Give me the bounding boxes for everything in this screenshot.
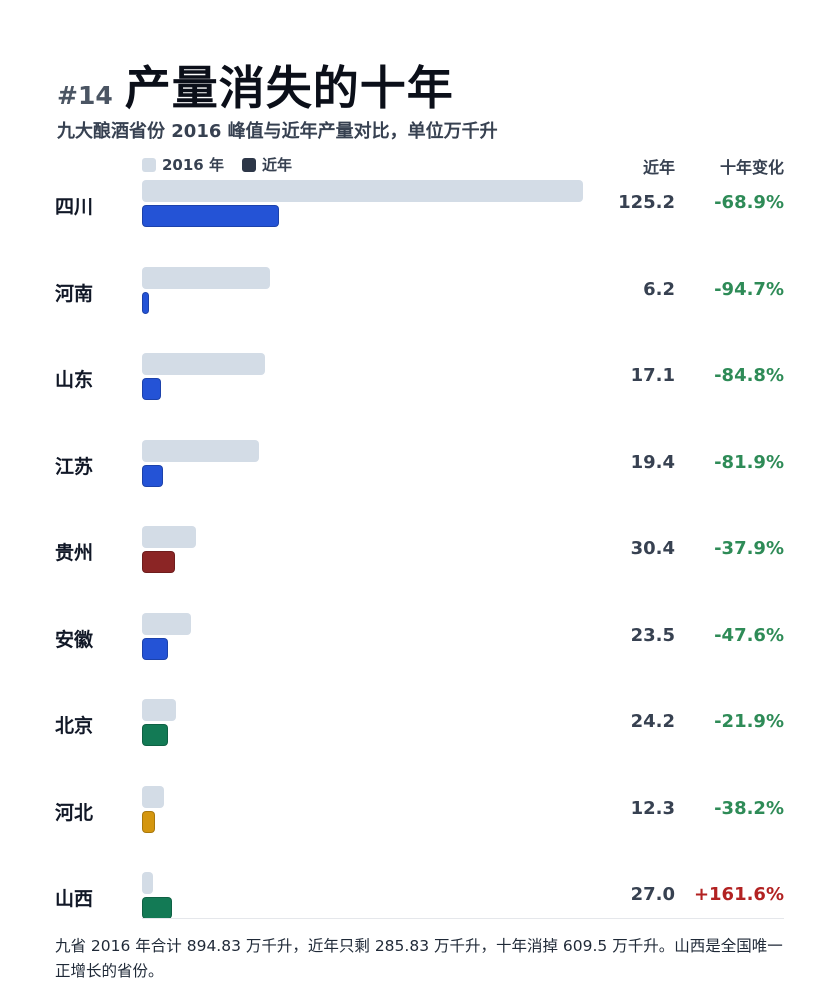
legend-label-recent: 近年: [261, 156, 292, 174]
recent-value: 6.2: [643, 278, 675, 300]
legend: 2016 年 近年: [142, 154, 310, 175]
recent-value: 30.4: [630, 538, 675, 559]
bar-2016: [142, 785, 164, 808]
change-value: +161.6%: [693, 884, 784, 905]
province-label: 四川: [55, 196, 94, 218]
change-value: -81.9%: [714, 451, 784, 473]
recent-value: 125.2: [618, 192, 675, 213]
chart-row: 北京 24.2 -21.9%: [0, 697, 840, 784]
recent-value: 12.3: [630, 797, 675, 819]
legend-swatch-2016: [142, 157, 156, 172]
column-header-recent: 近年: [642, 158, 675, 177]
column-header-change: 十年变化: [719, 158, 784, 177]
recent-value: 27.0: [630, 884, 675, 905]
bar-2016: [142, 266, 271, 289]
bar-2016: [142, 699, 176, 721]
recent-value: 24.2: [630, 711, 675, 732]
chart-title: 产量消失的十年: [124, 61, 454, 115]
recent-value: 17.1: [630, 365, 675, 386]
province-label: 安徽: [55, 628, 94, 651]
province-label: 江苏: [55, 455, 94, 478]
change-value: -94.7%: [714, 278, 784, 300]
bar-2016: [142, 180, 583, 202]
legend-item-2016: 2016 年: [142, 154, 224, 175]
legend-swatch-recent: [241, 157, 256, 172]
province-label: 河南: [55, 282, 94, 305]
chart-header: #14 产量消失的十年: [57, 52, 454, 118]
chart-baseline: [142, 918, 784, 919]
bar-recent: [142, 551, 176, 573]
bar-recent: [142, 291, 149, 314]
chart-row: 山西 27.0 +161.6%: [0, 870, 840, 957]
bar-2016: [142, 353, 266, 375]
change-value: -21.9%: [714, 711, 784, 732]
chart-subtitle: 九大酿酒省份 2016 峰值与近年产量对比，单位万千升: [57, 121, 498, 142]
chart-row: 贵州 30.4 -37.9%: [0, 524, 840, 611]
chart-row: 安徽 23.5 -47.6%: [0, 611, 840, 698]
legend-item-recent: 近年: [241, 154, 292, 175]
change-value: -47.6%: [714, 624, 784, 646]
chart-row: 河北 12.3 -38.2%: [0, 784, 840, 871]
bar-2016: [142, 612, 192, 635]
bar-recent: [142, 205, 280, 227]
chart-row: 河南 6.2 -94.7%: [0, 265, 840, 352]
bar-recent: [142, 897, 172, 919]
change-value: -68.9%: [714, 192, 784, 213]
chart-number: #14: [57, 81, 113, 110]
province-label: 河北: [55, 801, 94, 824]
legend-label-2016: 2016 年: [162, 156, 224, 174]
province-label: 贵州: [55, 542, 94, 564]
bar-recent: [142, 810, 156, 833]
recent-value: 19.4: [630, 451, 675, 473]
bar-2016: [142, 526, 196, 548]
chart-row: 江苏 19.4 -81.9%: [0, 438, 840, 525]
change-value: -37.9%: [714, 538, 784, 559]
province-label: 山西: [55, 888, 94, 910]
province-label: 北京: [55, 715, 94, 737]
change-value: -84.8%: [714, 365, 784, 386]
recent-value: 23.5: [630, 624, 675, 646]
bar-recent: [142, 724, 169, 746]
chart-row: 四川 125.2 -68.9%: [0, 178, 840, 265]
bar-recent: [142, 378, 161, 400]
bar-2016: [142, 872, 154, 894]
footnote: 九省 2016 年合计 894.83 万千升，近年只剩 285.83 万千升，十…: [55, 937, 783, 980]
province-label: 山东: [55, 369, 94, 391]
bar-2016: [142, 439, 260, 462]
bar-recent: [142, 464, 164, 487]
change-value: -38.2%: [714, 797, 784, 819]
bar-recent: [142, 637, 168, 660]
chart-row: 山东 17.1 -84.8%: [0, 351, 840, 438]
